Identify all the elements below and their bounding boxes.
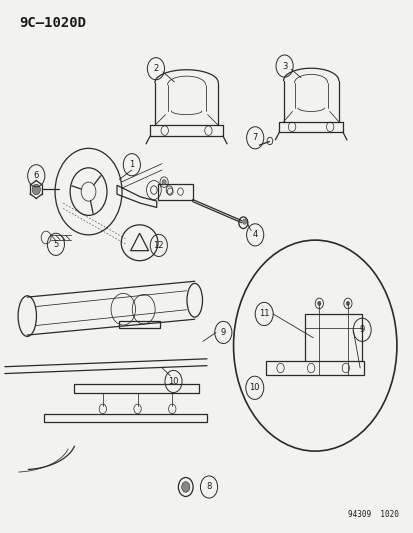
Text: 7: 7: [252, 133, 257, 142]
Circle shape: [181, 482, 190, 492]
Circle shape: [345, 301, 349, 305]
Text: 6: 6: [33, 171, 39, 180]
Circle shape: [317, 301, 320, 305]
Text: 1: 1: [129, 160, 134, 169]
Text: 2: 2: [153, 64, 158, 73]
Text: 9: 9: [220, 328, 225, 337]
Text: 11: 11: [258, 310, 269, 319]
Circle shape: [161, 180, 166, 185]
Circle shape: [32, 184, 40, 195]
Text: 8: 8: [206, 482, 211, 491]
Text: 3: 3: [281, 62, 287, 70]
Text: 9: 9: [359, 325, 364, 334]
Text: 4: 4: [252, 230, 257, 239]
Text: 10: 10: [249, 383, 259, 392]
Circle shape: [233, 240, 396, 451]
Text: 5: 5: [53, 240, 58, 249]
Text: 94309  1020: 94309 1020: [347, 510, 398, 519]
Text: 12: 12: [153, 241, 164, 250]
Text: 9C–1020D: 9C–1020D: [19, 16, 86, 30]
Text: 10: 10: [168, 377, 178, 386]
Circle shape: [242, 219, 246, 224]
